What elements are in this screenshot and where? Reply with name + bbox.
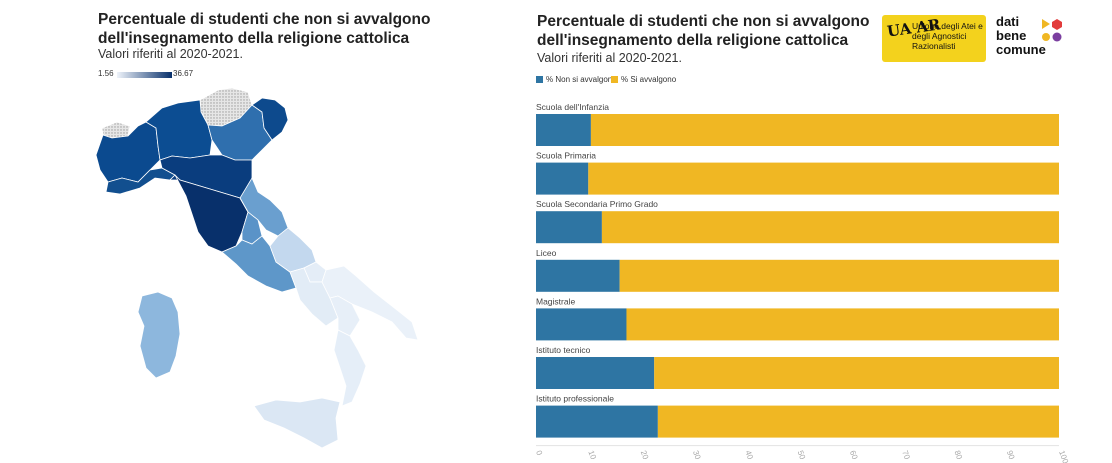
bar-non-si-avvalgono[interactable]	[536, 211, 602, 244]
category-label: Scuola Secondaria Primo Grado	[536, 199, 658, 209]
region-valle-daosta[interactable]	[101, 121, 131, 139]
map-subtitle: Valori riferiti al 2020-2021.	[98, 47, 243, 61]
region-calabria[interactable]	[333, 329, 367, 407]
region-toscana[interactable]	[174, 174, 249, 253]
legend-swatch-yellow	[611, 76, 618, 83]
x-tick-label: 10	[586, 449, 598, 461]
uaar-logo-text: Unione degli Atei e degli Agnostici Razi…	[912, 21, 983, 51]
x-tick-label: 80	[953, 449, 965, 461]
italy-choropleth-map	[95, 87, 419, 449]
chart-title: Percentuale di studenti che non si avval…	[537, 13, 870, 49]
bar-non-si-avvalgono[interactable]	[536, 114, 591, 146]
bar-non-si-avvalgono[interactable]	[536, 259, 620, 292]
category-label: Istituto tecnico	[536, 345, 591, 355]
x-tick-label: 90	[1005, 449, 1017, 461]
region-basilicata[interactable]	[329, 295, 361, 337]
region-friuli-venezia-giulia[interactable]	[251, 97, 289, 141]
category-label: Scuola dell'Infanzia	[536, 102, 609, 112]
category-label: Istituto professionale	[536, 394, 614, 404]
bar-si-avvalgono[interactable]	[590, 114, 1059, 146]
x-tick-label: 50	[796, 449, 808, 461]
legend-label: % Non si avvalgono	[546, 75, 617, 84]
map-panel: Percentuale di studenti che non si avval…	[0, 0, 500, 463]
region-sardegna[interactable]	[137, 291, 181, 379]
category-label: Scuola Primaria	[536, 151, 596, 161]
bar-si-avvalgono[interactable]	[626, 308, 1059, 341]
x-tick-label: 40	[743, 449, 755, 461]
color-scale-legend	[117, 72, 172, 78]
x-tick-label: 30	[691, 449, 703, 461]
bar-non-si-avvalgono[interactable]	[536, 405, 658, 438]
legend-swatch-blue	[536, 76, 543, 83]
bar-non-si-avvalgono[interactable]	[536, 162, 589, 195]
stacked-bar-chart: Scuola dell'Infanzia Scuola Primaria Scuol…	[534, 102, 1070, 463]
bar-si-avvalgono[interactable]	[654, 357, 1059, 389]
bar-non-si-avvalgono[interactable]	[536, 308, 627, 341]
category-label: Liceo	[536, 248, 557, 258]
legend-min-value: 1.56	[98, 69, 114, 78]
bar-si-avvalgono[interactable]	[619, 259, 1059, 292]
x-tick-label: 70	[900, 449, 912, 461]
bar-non-si-avvalgono[interactable]	[536, 357, 655, 389]
datibenecomune-text: dati bene comune	[996, 14, 1046, 57]
bar-chart-panel: Percentuale di studenti che non si avval…	[520, 0, 1112, 463]
region-sicilia[interactable]	[253, 397, 341, 449]
x-tick-label: 0	[534, 449, 544, 457]
legend-item-si-avvalgono: % Si avvalgono	[611, 75, 676, 84]
datibenecomune-symbols	[1042, 19, 1062, 42]
bar-si-avvalgono[interactable]	[601, 211, 1059, 244]
bar-si-avvalgono[interactable]	[657, 405, 1059, 438]
x-tick-label: 60	[848, 449, 860, 461]
chart-subtitle: Valori riferiti al 2020-2021.	[537, 51, 682, 65]
x-tick-label: 100	[1057, 449, 1070, 463]
legend-label: % Si avvalgono	[621, 75, 677, 84]
datibenecomune-logo: dati bene comune	[996, 15, 1086, 63]
legend-max-value: 36.67	[173, 69, 194, 78]
x-tick-label: 20	[639, 449, 651, 461]
legend-item-non-si-avvalgono: % Non si avvalgono	[536, 75, 617, 84]
region-lombardia[interactable]	[145, 99, 213, 161]
category-label: Magistrale	[536, 296, 575, 306]
bar-si-avvalgono[interactable]	[588, 162, 1059, 195]
uaar-logo: UA AR Unione degli Atei e degli Agnostic…	[882, 15, 986, 62]
map-title: Percentuale di studenti che non si avval…	[98, 11, 431, 47]
